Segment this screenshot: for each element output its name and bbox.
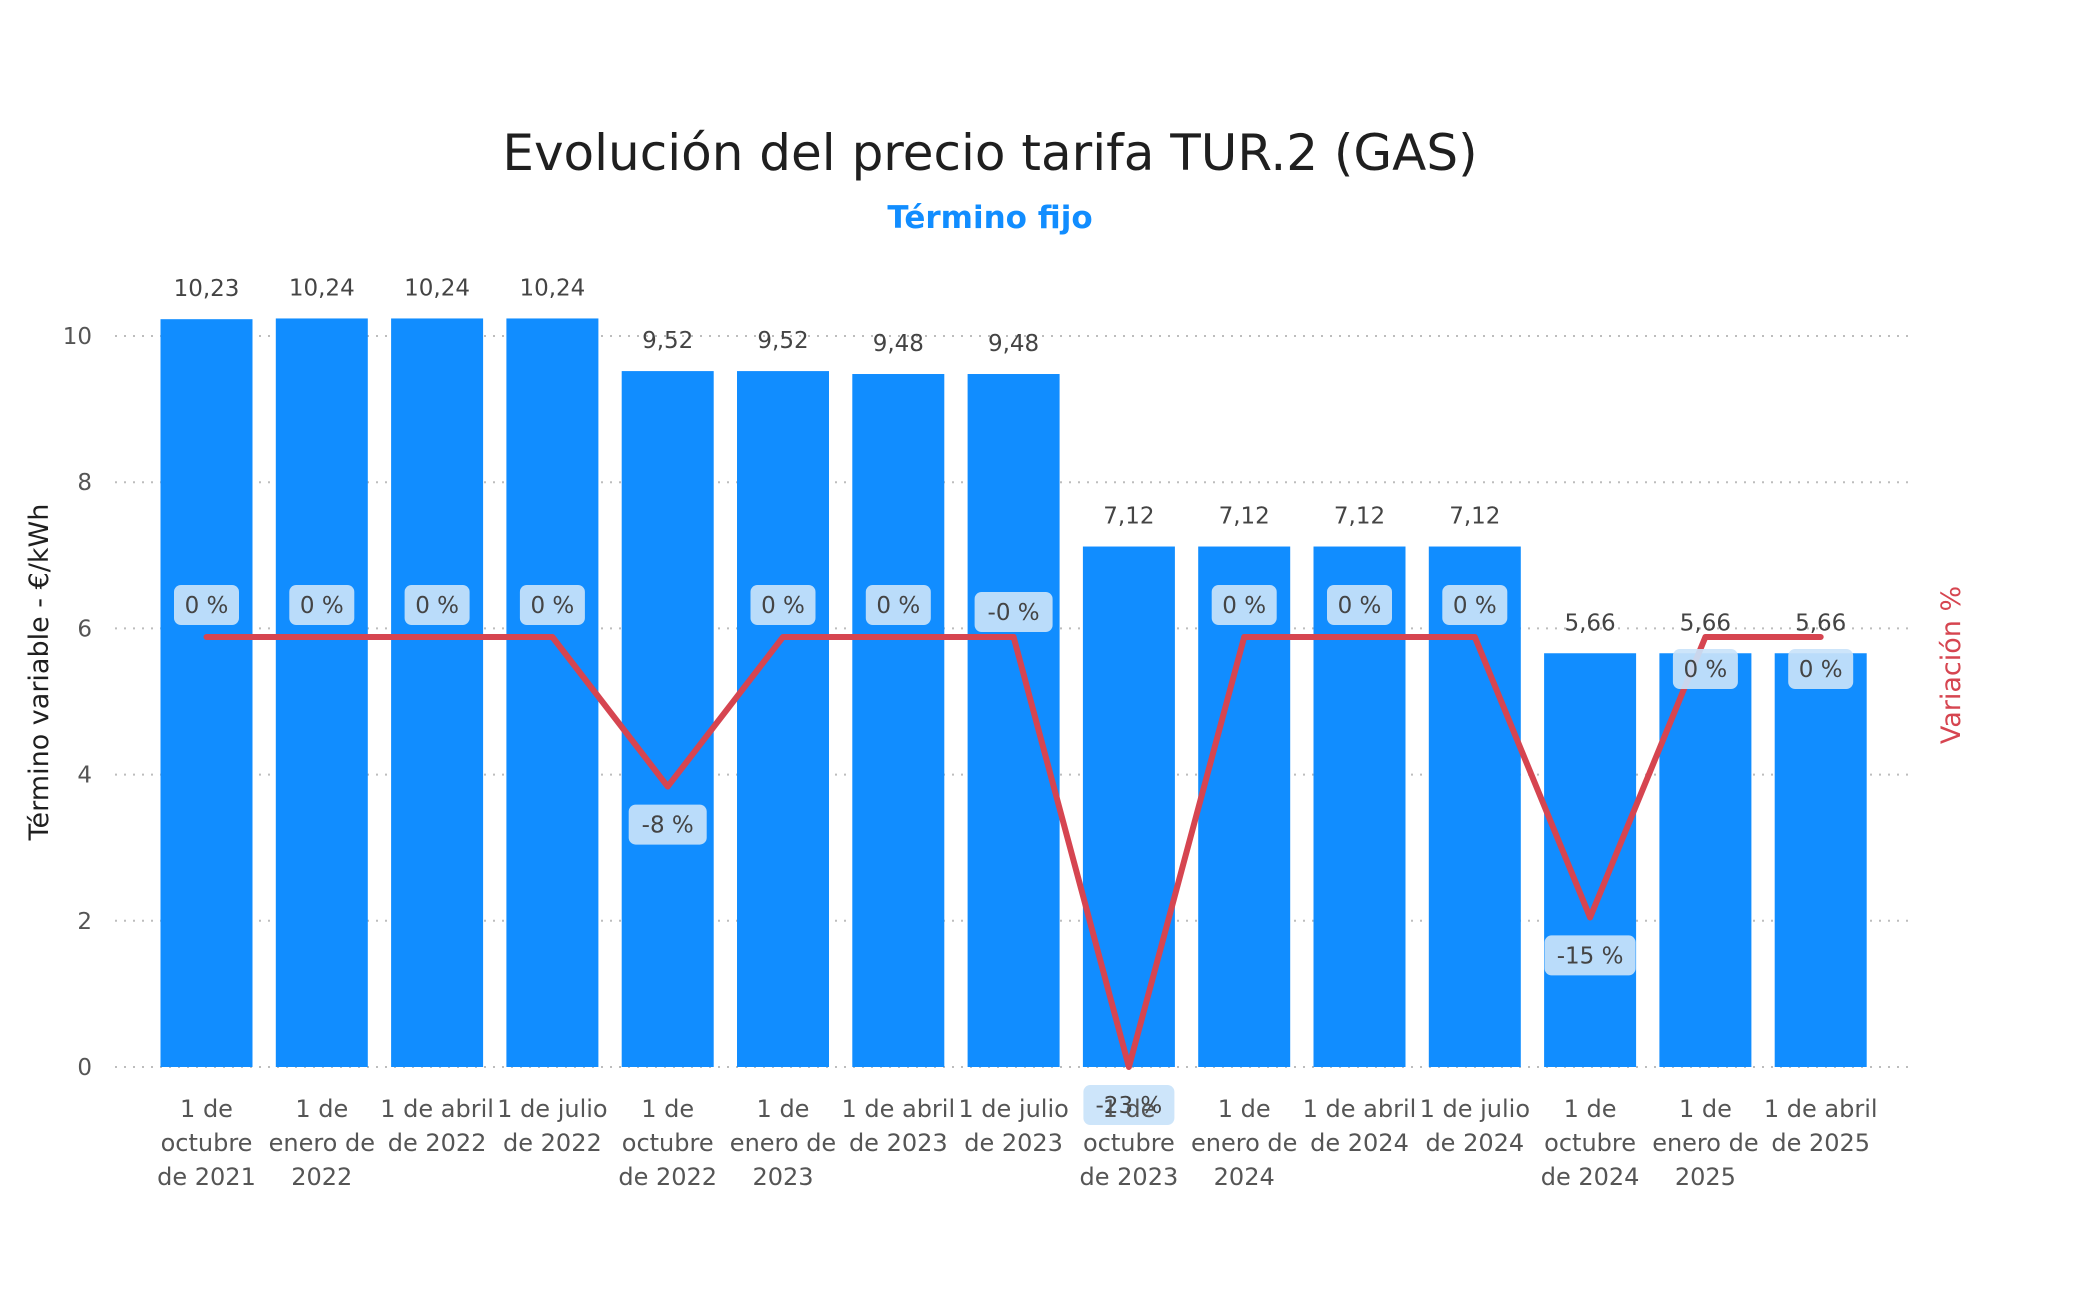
variation-label: -0 % xyxy=(988,600,1040,626)
bar-value-label: 9,48 xyxy=(873,331,924,357)
bar-value-label: 7,12 xyxy=(1103,504,1154,530)
y-tick-label: 4 xyxy=(77,763,92,789)
x-tick-label: 1 de octubre de 2023 xyxy=(1080,1095,1179,1191)
x-tick-label: 1 de enero de 2023 xyxy=(730,1095,836,1191)
variation-label-bg xyxy=(1083,1085,1175,1125)
bar-value-label: 7,12 xyxy=(1219,504,1270,530)
bar-value-label: 9,48 xyxy=(988,331,1039,357)
variation-label-bg xyxy=(1211,585,1277,625)
bar-value-label: 10,23 xyxy=(174,276,240,302)
x-tick-label: 1 de enero de 2025 xyxy=(1652,1095,1758,1191)
variation-label: 0 % xyxy=(1799,657,1843,683)
bar xyxy=(1659,653,1752,1067)
variation-label: 0 % xyxy=(415,593,459,619)
variation-label-bg xyxy=(1672,649,1738,689)
variation-label-bg xyxy=(1544,935,1636,976)
bar xyxy=(1313,546,1406,1067)
variation-label-bg xyxy=(628,804,707,845)
variation-label: 0 % xyxy=(761,593,805,619)
variation-label-bg xyxy=(404,585,470,625)
variation-label: 0 % xyxy=(300,593,344,619)
x-tick-label: 1 de enero de 2022 xyxy=(269,1095,375,1191)
x-tick-label: 1 de abril de 2022 xyxy=(380,1095,494,1157)
bar xyxy=(737,371,829,1067)
y2-axis-title: Variación % xyxy=(1936,586,1967,744)
bar xyxy=(391,318,484,1067)
bar-value-label: 7,12 xyxy=(1334,504,1385,530)
x-tick-label: 1 de julio de 2022 xyxy=(497,1095,607,1157)
variation-label: 0 % xyxy=(1222,593,1266,619)
bar-value-label: 5,66 xyxy=(1680,610,1731,636)
variation-label: 0 % xyxy=(1683,657,1727,683)
variation-label-bg xyxy=(174,585,239,625)
bar-value-label: 10,24 xyxy=(519,275,585,301)
bar-value-label: 10,24 xyxy=(289,275,355,301)
bar xyxy=(1774,653,1867,1067)
x-tick-label: 1 de abril de 2025 xyxy=(1764,1095,1878,1157)
y-tick-label: 10 xyxy=(63,324,92,350)
bar xyxy=(1428,546,1521,1067)
bar-value-label: 5,66 xyxy=(1564,610,1615,636)
chart-title: Evolución del precio tarifa TUR.2 (GAS) xyxy=(502,124,1477,182)
bar-value-label: 10,24 xyxy=(404,275,470,301)
variation-label: 0 % xyxy=(876,593,920,619)
bar xyxy=(275,318,368,1067)
bar xyxy=(621,371,714,1067)
variation-label: 0 % xyxy=(185,593,229,619)
variation-label: 0 % xyxy=(1338,593,1382,619)
bar xyxy=(506,318,599,1067)
value-labels: 10,23 10,24 10,24 10,24 9,52 9,52 9,48 9,48 7,12… xyxy=(174,275,1847,636)
bar xyxy=(160,319,253,1067)
x-tick-label: 1 de abril de 2024 xyxy=(1303,1095,1417,1157)
variation-label-bg xyxy=(1788,649,1854,689)
variation-label-bg xyxy=(1442,585,1508,625)
variation-label-bg xyxy=(1327,585,1392,625)
variation-series-line xyxy=(203,634,1824,1070)
bar xyxy=(1198,546,1291,1067)
bar xyxy=(1082,546,1175,1067)
variation-label-bg xyxy=(519,585,585,625)
variation-label: -15 % xyxy=(1557,943,1624,969)
bar xyxy=(967,374,1060,1068)
bar xyxy=(1544,653,1637,1067)
y-tick-label: 6 xyxy=(77,616,92,642)
x-tick-label: 1 de octubre de 2024 xyxy=(1541,1095,1640,1191)
bar-value-label: 7,12 xyxy=(1449,504,1500,530)
y-tick-label: 0 xyxy=(77,1055,92,1081)
y-axis-title: Término variable - €/kWh xyxy=(24,504,55,842)
bar-value-label: 9,52 xyxy=(757,328,808,354)
x-tick-label: 1 de octubre de 2022 xyxy=(618,1095,717,1191)
variation-label: -23 % xyxy=(1096,1093,1163,1119)
bar-value-label: 5,66 xyxy=(1795,610,1846,636)
variation-label-bg xyxy=(289,585,355,625)
variation-labels: 0 % 0 % 0 % 0 % -8 % 0 % 0 % -0 % -23 % 0 % 0 % 0 %… xyxy=(174,585,1854,1125)
x-tick-label: 1 de enero de 2024 xyxy=(1191,1095,1297,1191)
variation-label-bg xyxy=(974,592,1053,632)
bar xyxy=(852,374,945,1068)
variation-line xyxy=(203,634,1824,1070)
y-axis-ticks: 0 2 4 6 8 10 xyxy=(63,324,92,1081)
x-tick-label: 1 de octubre de 2021 xyxy=(157,1095,256,1191)
variation-label: 0 % xyxy=(1453,593,1497,619)
variation-label-bg xyxy=(750,585,816,625)
y-tick-label: 2 xyxy=(77,909,92,935)
chart-subtitle: Término fijo xyxy=(887,200,1092,236)
x-tick-label: 1 de julio de 2023 xyxy=(958,1095,1068,1157)
variation-label: -8 % xyxy=(642,813,694,839)
variation-label-bg xyxy=(865,585,931,625)
bar-value-label: 9,52 xyxy=(642,328,693,354)
variation-label: 0 % xyxy=(530,593,574,619)
y-tick-label: 8 xyxy=(77,470,92,496)
x-tick-label: 1 de abril de 2023 xyxy=(841,1095,955,1157)
x-tick-label: 1 de julio de 2024 xyxy=(1420,1095,1530,1157)
bars xyxy=(160,318,1867,1068)
